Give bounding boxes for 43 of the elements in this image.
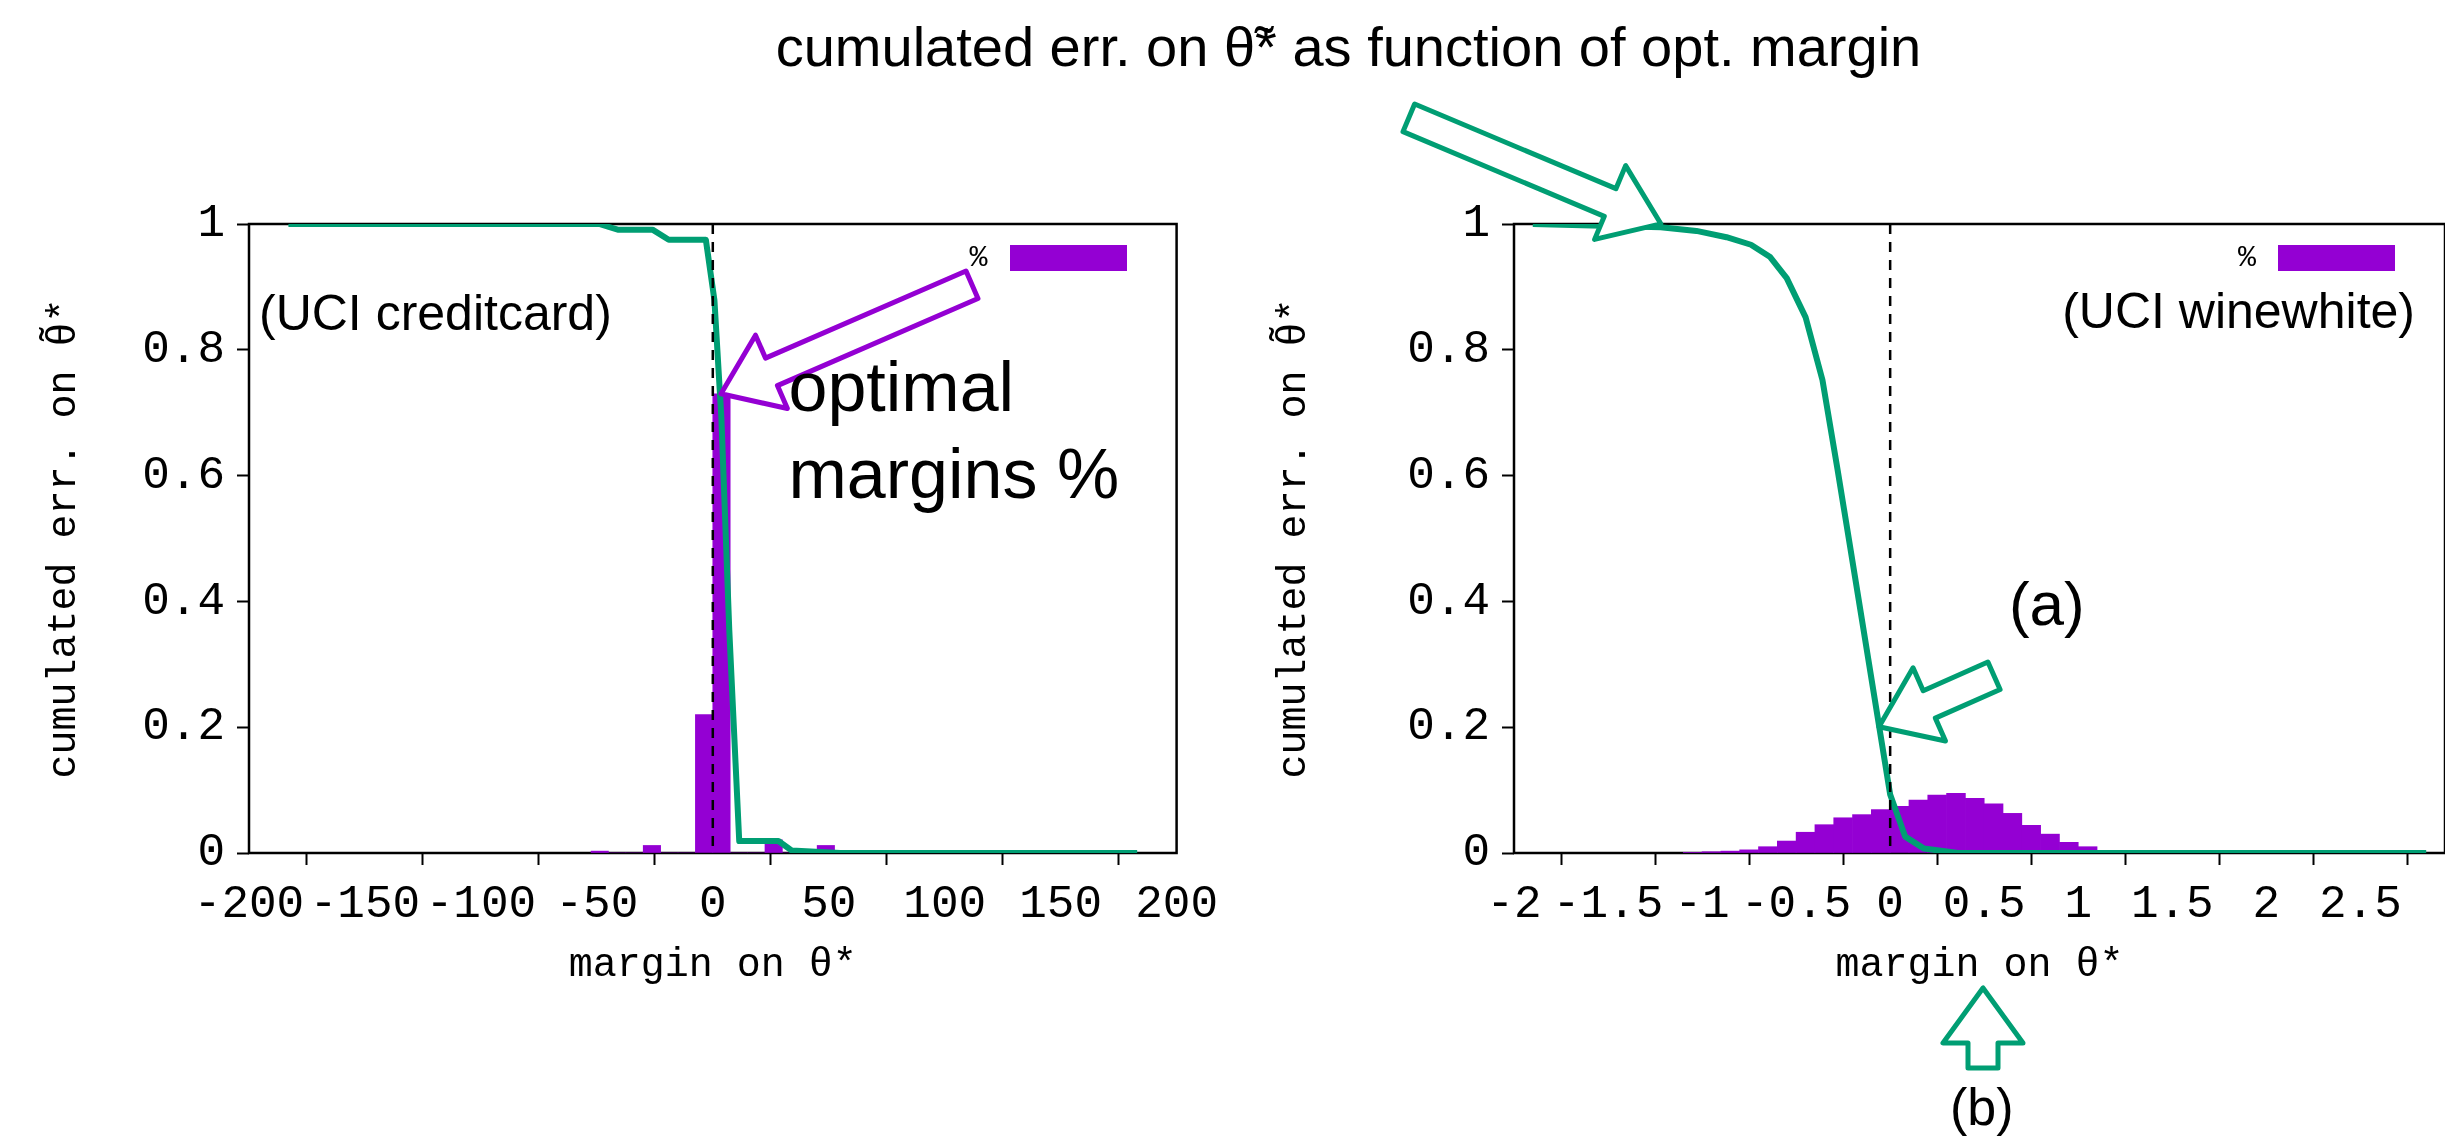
x-tick-label: 0	[698, 878, 727, 931]
y-axis-title: cumulated err. on θ̃*	[38, 298, 87, 779]
x-tick-label: 50	[801, 878, 857, 931]
y-tick-label: 0	[197, 827, 225, 880]
x-axis-title: margin on θ*	[568, 942, 857, 988]
y-tick-label: 0.6	[142, 449, 225, 502]
legend-label: %	[2237, 241, 2256, 275]
x-tick-label: 1.5	[2130, 878, 2214, 931]
y-tick-label: 0	[1462, 827, 1490, 880]
legend-label: %	[969, 241, 988, 275]
annotation: (UCI creditcard)	[259, 284, 612, 343]
y-tick-label: 1	[1462, 198, 1490, 251]
x-tick-label: 200	[1135, 878, 1219, 931]
x-tick-label: -2	[1486, 878, 1542, 931]
y-tick-label: 0.8	[1407, 323, 1490, 376]
text: (b)	[1950, 1076, 2014, 1138]
y-tick-label: 0.2	[142, 701, 225, 754]
y-tick-label: 0.4	[142, 575, 225, 628]
annotation: (UCI winewhite)	[2062, 282, 2415, 341]
annotation: cumulated err. on θ̃* as function of opt. margin	[775, 14, 1923, 81]
y-tick-label: 1	[197, 198, 225, 251]
x-tick-label: 100	[903, 878, 987, 931]
annotation: (a)	[2008, 568, 2085, 640]
x-tick-label: 150	[1019, 878, 1103, 931]
y-tick-label: 0.2	[1407, 701, 1490, 754]
x-tick-label: -200	[193, 878, 305, 931]
x-tick-label: 2	[2252, 878, 2281, 931]
x-axis-title: margin on θ*	[1835, 942, 2124, 988]
x-tick-label: -50	[555, 878, 639, 931]
x-tick-label: -1.5	[1552, 878, 1664, 931]
x-tick-label: 2.5	[2318, 878, 2402, 931]
y-tick-label: 0.6	[1407, 449, 1490, 502]
x-tick-label: -1	[1674, 878, 1730, 931]
y-axis-title: cumulated err. on θ̃*	[1268, 298, 1317, 779]
x-tick-label: -0.5	[1740, 878, 1852, 931]
y-tick-label: 0.8	[142, 323, 225, 376]
x-tick-label: 0	[1876, 878, 1904, 931]
x-tick-label: -100	[425, 878, 537, 931]
y-tick-label: 0.4	[1407, 575, 1490, 628]
x-tick-label: -150	[309, 878, 421, 931]
x-tick-label: 0.5	[1942, 878, 2026, 931]
x-tick-label: 1	[2064, 878, 2093, 931]
annotation: optimal margins %	[788, 346, 1121, 516]
